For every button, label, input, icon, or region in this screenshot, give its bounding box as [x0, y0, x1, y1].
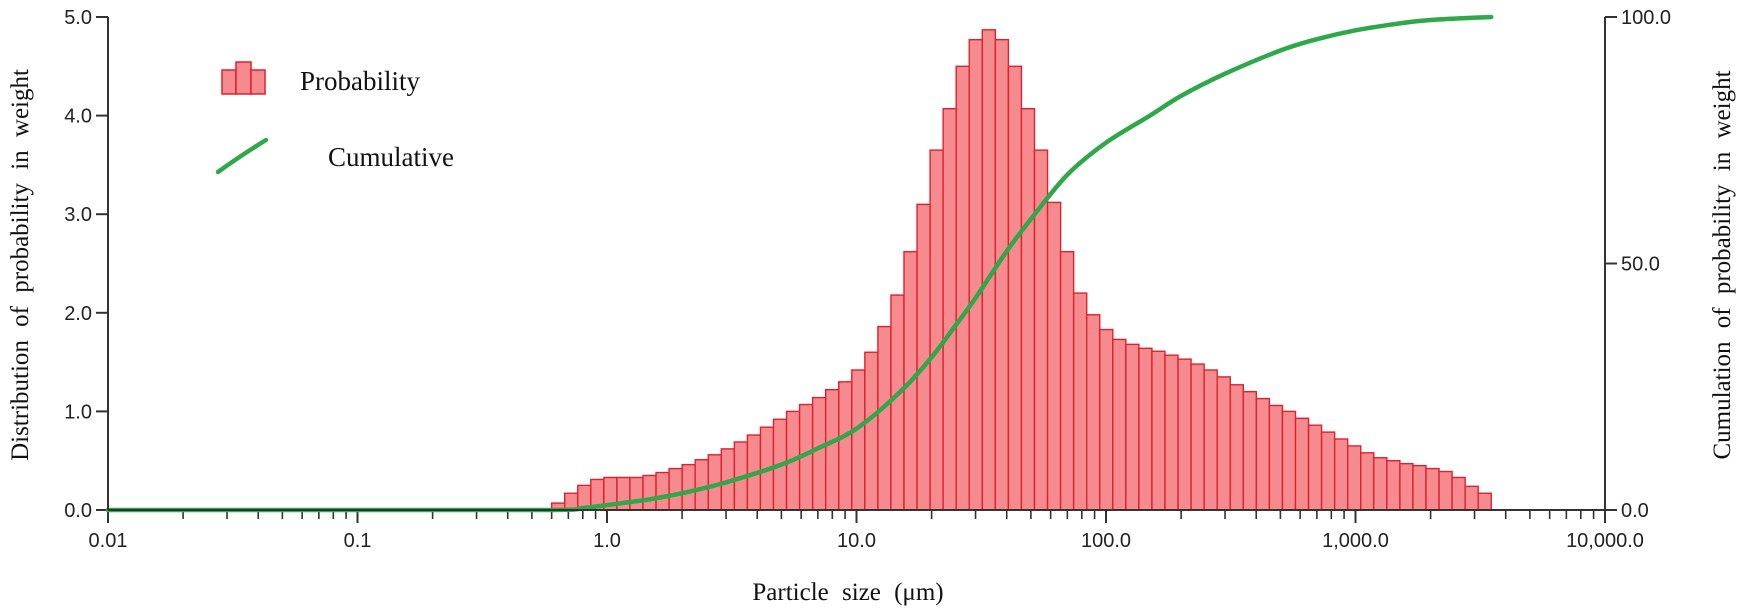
probability-bar	[1412, 464, 1427, 511]
probability-bar	[1425, 467, 1440, 511]
x-tick-label: 10,000.0	[1566, 530, 1644, 552]
probability-bar	[1059, 250, 1075, 511]
probability-bar	[1333, 438, 1349, 511]
probability-bar	[668, 467, 683, 511]
x-axis-title: Particle size (μm)	[752, 579, 943, 606]
x-tick-label: 1,000.0	[1322, 530, 1389, 552]
probability-bar	[1046, 201, 1062, 511]
probability-bar	[1229, 384, 1244, 511]
probability-bar	[890, 294, 905, 511]
probability-bar	[851, 369, 866, 511]
probability-bar	[1373, 457, 1388, 511]
probability-bar	[1072, 292, 1088, 511]
probability-bars	[550, 29, 1492, 511]
x-tick-label: 0.1	[344, 530, 372, 552]
probability-bar	[1112, 338, 1127, 511]
probability-bar	[642, 474, 657, 511]
probability-bar	[1255, 397, 1271, 511]
probability-bar	[1203, 369, 1218, 511]
axes-group: 0.01 0.1 1.0 10.0 100.0 1,000.0 10,000.0 0.0 1.0…	[64, 7, 1671, 552]
probability-bar	[994, 38, 1010, 511]
y-right-axis-title: Cumulation of probability in weight	[1709, 70, 1736, 459]
y-left-tick-label: 2.0	[64, 303, 92, 325]
cumulative-line-group	[105, 14, 1494, 513]
cumulative-line	[105, 14, 1494, 513]
probability-bar	[1164, 354, 1179, 511]
probability-bar	[1190, 363, 1205, 511]
probability-bar	[1464, 485, 1479, 511]
y-left-tick-label: 5.0	[64, 7, 92, 29]
probability-bar	[1177, 358, 1192, 511]
probability-bar	[1216, 376, 1231, 511]
probability-bar	[1386, 460, 1401, 511]
x-tick-label: 10.0	[837, 530, 876, 552]
probability-bar	[1320, 431, 1336, 511]
x-tick-label: 1.0	[593, 530, 621, 552]
probability-bar	[1125, 343, 1140, 511]
probability-bar	[955, 65, 970, 511]
probability-bar	[1007, 65, 1023, 511]
probability-bar	[1151, 350, 1166, 511]
legend-probability-label: Probability	[300, 66, 420, 96]
probability-bar	[1242, 390, 1258, 511]
probability-bar	[1346, 445, 1362, 511]
probability-bar	[694, 459, 709, 511]
y-right-tick-label: 50.0	[1621, 254, 1660, 276]
probability-bar	[1085, 314, 1101, 511]
y-left-tick-label: 0.0	[64, 500, 92, 522]
probability-bar	[838, 381, 853, 511]
legend-bar-swatch	[221, 61, 266, 95]
probability-bar	[1438, 470, 1453, 511]
axis-lines	[107, 17, 1606, 511]
probability-bar	[1294, 417, 1310, 511]
x-tick-label: 0.01	[89, 530, 128, 552]
probability-bar	[877, 325, 892, 511]
y-left-tick-label: 3.0	[64, 204, 92, 226]
legend: Probability Cumulative	[215, 61, 454, 175]
probability-bar	[1307, 424, 1323, 511]
probability-bar	[929, 149, 944, 511]
y-left-axis-title: Distribution of probability in weight	[7, 69, 34, 461]
probability-bar	[655, 471, 670, 511]
probability-bar	[1477, 492, 1492, 511]
probability-bar	[681, 463, 696, 511]
probability-bar	[1138, 347, 1153, 511]
probability-bar	[1099, 328, 1114, 511]
legend-line-swatch	[215, 137, 269, 175]
probability-bar	[864, 351, 879, 511]
x-tick-label: 100.0	[1081, 530, 1131, 552]
probability-bar	[1281, 410, 1297, 511]
y-right-tick-label: 100.0	[1621, 7, 1671, 29]
probability-bar	[1360, 452, 1375, 511]
y-left-tick-label: 1.0	[64, 401, 92, 423]
y-left-tick-label: 4.0	[64, 106, 92, 128]
probability-bar	[942, 107, 957, 511]
probability-bar	[1268, 404, 1284, 511]
probability-bar	[811, 396, 827, 511]
y-right-tick-label: 0.0	[1621, 500, 1649, 522]
probability-bar	[916, 203, 931, 511]
probability-bar	[629, 476, 644, 511]
probability-bar	[968, 38, 983, 511]
probability-bar	[1020, 107, 1036, 511]
probability-bar	[824, 389, 840, 511]
probability-bar	[1399, 462, 1414, 511]
probability-bar	[1451, 476, 1466, 511]
legend-cumulative-label: Cumulative	[328, 142, 454, 172]
